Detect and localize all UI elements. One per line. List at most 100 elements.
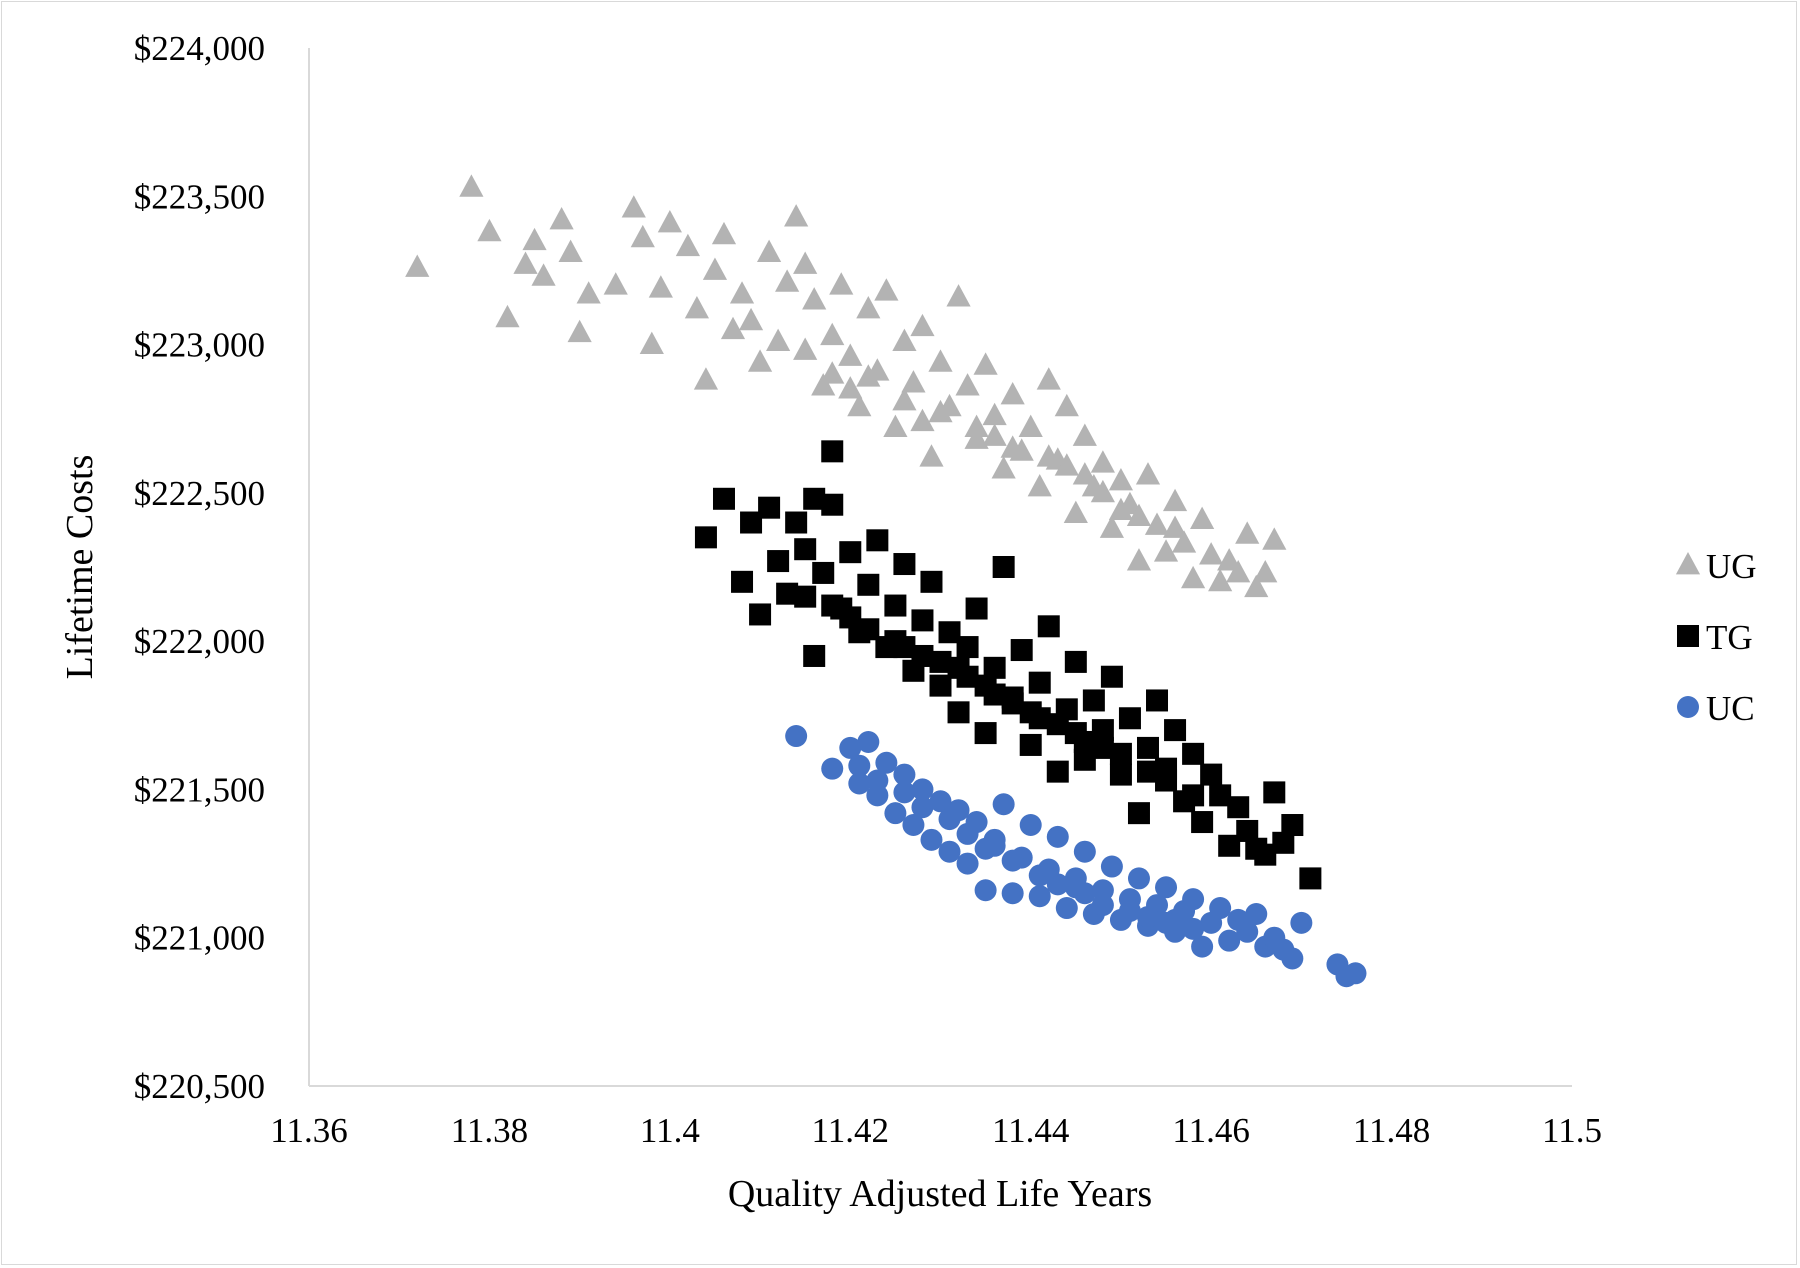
point-ug [919,444,944,467]
point-tg [956,636,979,659]
point-tg [893,553,916,576]
point-tg [929,674,952,697]
point-ug [793,337,818,360]
point-uc [1046,825,1069,848]
point-ug [756,239,782,263]
point-tg [1136,760,1159,783]
point-uc [1046,873,1069,896]
point-uc [974,879,997,902]
point-uc [911,778,934,801]
point-uc [956,852,979,875]
point-ug [1208,568,1233,592]
point-ug [1054,393,1079,417]
point-ug [775,269,800,292]
x-tick-label: 11.44 [992,1111,1069,1150]
legend-label-ug: UG [1706,547,1757,586]
point-ug [820,322,845,346]
point-uc [1028,885,1051,908]
point-uc [893,763,916,786]
legend-label-tg: TG [1706,618,1753,657]
point-tg [1191,811,1214,834]
point-ug [1063,500,1088,524]
point-ug [982,402,1007,426]
point-uc [1209,897,1232,920]
point-tg [1118,707,1141,730]
point-ug [811,373,836,396]
point-uc [1001,849,1024,872]
y-axis-label: Lifetime Costs [59,455,101,680]
legend-marker-ug [1675,552,1701,575]
point-ug [892,328,917,352]
y-tick-label: $222,500 [134,474,265,513]
point-uc [821,757,844,780]
point-ug [928,399,953,423]
point-ug [802,287,827,310]
point-ug [648,275,673,298]
point-tg [866,529,889,552]
point-uc [1182,888,1205,911]
point-ug [1000,382,1025,405]
point-tg [1037,615,1060,638]
point-tg [785,511,808,534]
point-ug [1054,453,1079,476]
data-points [405,174,1367,988]
point-tg [731,570,754,593]
x-tick-label: 11.48 [1353,1111,1430,1150]
point-ug [1162,515,1188,538]
point-uc [875,751,898,774]
point-ug [1135,462,1161,485]
point-ug [603,272,628,295]
x-tick-labels: 11.36 11.38 11.4 11.42 11.44 11.46 11.48 11.5 [270,1111,1602,1150]
point-tg [1236,819,1259,842]
point-uc [857,730,880,753]
point-ug [838,376,863,399]
point-ug [955,373,980,396]
point-uc [938,840,961,863]
point-ug [784,204,809,227]
point-ug [964,414,989,438]
point-tg [1200,763,1223,786]
y-tick-labels: $220,500 $221,000 $221,500 $222,000 $222,500… [134,29,265,1106]
point-ug [1108,497,1134,521]
point-ug [1153,539,1179,562]
point-uc [1344,962,1367,985]
point-tg [1028,671,1051,694]
point-tg [983,683,1006,706]
point-uc [1118,900,1141,923]
point-ug [1000,435,1025,458]
point-tg [1263,781,1286,804]
point-ug [1126,548,1152,571]
point-ug [1199,542,1224,565]
point-ug [874,278,899,301]
point-uc [785,725,808,748]
y-tick-label: $221,000 [134,919,265,958]
y-tick-label: $220,500 [134,1067,265,1106]
point-uc [938,808,961,831]
point-tg [920,570,943,593]
point-ug [1162,488,1188,512]
y-tick-label: $221,500 [134,770,265,809]
point-tg [821,594,844,617]
point-tg [803,487,826,510]
point-ug [513,251,538,274]
point-ug [793,251,818,274]
point-ug [702,257,728,280]
point-uc [884,802,907,825]
point-uc [1028,864,1051,887]
point-tg [1109,742,1132,765]
x-tick-label: 11.42 [812,1111,889,1150]
point-tg [712,487,735,510]
point-ug [639,331,664,354]
point-tg [1209,784,1232,807]
point-tg [992,556,1015,578]
x-axis-label: Quality Adjusted Life Years [728,1173,1152,1215]
point-ug [621,195,646,218]
point-ug [549,207,574,230]
point-tg [1001,692,1024,715]
point-tg [776,582,799,605]
point-tg [1073,748,1096,771]
point-uc [1191,935,1214,958]
point-tg [857,618,880,641]
point-tg [965,597,988,620]
